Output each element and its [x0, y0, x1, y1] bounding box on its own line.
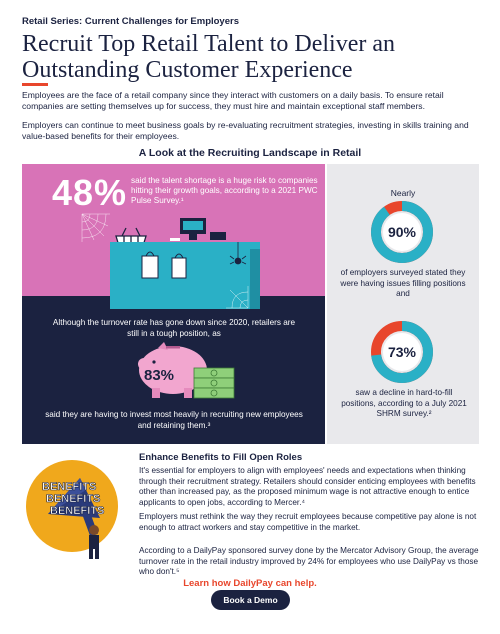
store-counter-illustration: [81, 213, 260, 309]
cobweb-icon: [81, 213, 110, 242]
page-title: Recruit Top Retail Talent to Deliver an …: [22, 31, 395, 83]
donut-73-arc: [371, 321, 433, 383]
benefits-paragraph-1: It's essential for employers to align wi…: [139, 466, 476, 507]
benefits-paragraph-2: Employers must rethink the way they recr…: [139, 512, 477, 532]
book-demo-button[interactable]: Book a Demo: [211, 590, 290, 610]
donut-chart-90: [371, 201, 433, 263]
stat-48-text: said the talent shortage is a huge risk …: [131, 176, 318, 205]
learn-more-link[interactable]: Learn how DailyPay can help.: [183, 578, 317, 589]
stat-90-text: of employers surveyed stated they were h…: [340, 268, 466, 298]
section-title-benefits: Enhance Benefits to Fill Open Roles: [139, 452, 303, 463]
benefits-sign-2: BENEFITS: [46, 493, 100, 505]
person-icon: [89, 525, 99, 559]
intro-paragraph-2: Employers can continue to meet business …: [22, 120, 469, 141]
stat-48-value: 48%: [52, 172, 128, 213]
cash-stack-icon: [193, 367, 235, 399]
megaphone-illustration: BENEFITS BENEFITS BENEFITS: [26, 460, 118, 559]
donut-90-arc: [371, 201, 433, 263]
turnover-text: Although the turnover rate has gone down…: [52, 318, 296, 338]
series-label: Retail Series: Current Challenges for Em…: [22, 16, 239, 27]
intro-paragraph-1: Employees are the face of a retail compa…: [22, 90, 444, 111]
stat-73-value: 73%: [387, 344, 417, 360]
piggy-bank-illustration: [138, 342, 235, 399]
stat-83-text: said they are having to invest most heav…: [45, 410, 303, 430]
benefits-sign-1: BENEFITS: [42, 481, 96, 493]
section-title-landscape: A Look at the Recruiting Landscape in Re…: [138, 147, 362, 159]
spider-icon: [229, 242, 247, 265]
stat-73-text: saw a decline in hard-to-fill positions,…: [341, 388, 467, 418]
stat-90-prefix: Nearly: [390, 188, 416, 198]
benefits-sign-3: BENEFITS: [50, 505, 104, 517]
cash-register-icon: [170, 218, 226, 241]
stat-90-value: 90%: [387, 224, 417, 240]
shopping-bags-icon: [141, 251, 187, 279]
donut-chart-73: [371, 321, 433, 383]
title-accent-rule: [22, 83, 48, 86]
stat-83-value: 83%: [144, 367, 175, 384]
benefits-paragraph-3: According to a DailyPay sponsored survey…: [139, 546, 479, 576]
counter-top: [110, 242, 260, 249]
piggy-bank-icon: [138, 342, 207, 398]
